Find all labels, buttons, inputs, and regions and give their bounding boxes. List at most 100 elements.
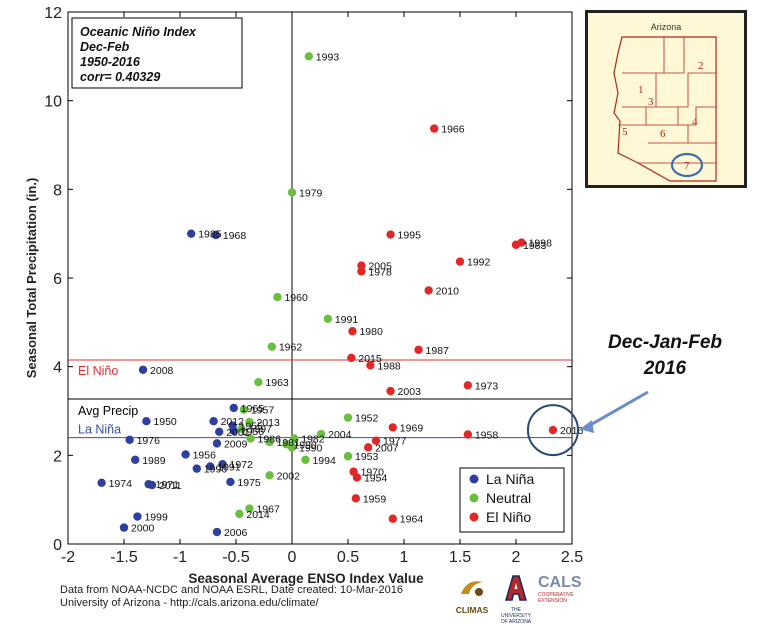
data-point	[347, 353, 356, 362]
data-point	[206, 462, 215, 471]
data-point	[348, 327, 357, 336]
data-point-label: 1960	[284, 292, 308, 304]
data-point-label: 1991	[335, 314, 359, 326]
callout-arrow-head	[579, 420, 594, 434]
data-point	[388, 423, 397, 432]
data-point	[424, 286, 433, 295]
data-point-label: 1995	[398, 230, 422, 242]
data-point	[235, 509, 244, 519]
data-point-label: 2012	[221, 416, 245, 428]
data-point-label: 1956	[193, 449, 217, 461]
data-point-label: 1988	[377, 360, 401, 372]
region-number-3: 3	[648, 96, 654, 108]
info-box-line: corr= 0.40329	[80, 70, 160, 84]
data-point	[212, 527, 222, 537]
data-point	[265, 471, 274, 480]
cals-sub-2: EXTENSION	[538, 598, 567, 604]
data-point-label: 1997	[249, 424, 273, 436]
data-point-label: 2014	[246, 509, 270, 521]
region-number-7: 7	[684, 160, 690, 172]
info-box: Oceanic Niño IndexDec-Feb1950-2016corr= …	[71, 17, 243, 89]
data-point-label: 2009	[224, 438, 248, 450]
reference-line-label: Avg Precip	[78, 404, 138, 418]
callout-arrow-shaft	[584, 390, 649, 430]
reference-line-label: La Niña	[78, 423, 121, 437]
arizona-inset-map: Arizona 1 2 3 4 5 6 7	[585, 10, 747, 188]
x-tick-label: 0	[288, 549, 297, 566]
callout-line-1: Dec-Jan-Feb	[607, 332, 723, 353]
data-point	[352, 473, 362, 482]
legend-entry: Neutral	[486, 490, 531, 506]
x-tick-label: 1	[400, 549, 409, 566]
arizona-outline	[613, 36, 717, 182]
data-point	[323, 314, 333, 323]
x-tick-label: -1	[173, 549, 187, 566]
climas-text: CLIMAS	[455, 605, 489, 615]
data-point-label: 1950	[153, 416, 177, 428]
data-point-label: 1978	[368, 266, 392, 278]
info-box-line: 1950-2016	[80, 55, 141, 69]
data-point-label: 2004	[328, 429, 352, 441]
data-point-label: 1963	[265, 377, 289, 389]
data-point-label: 1970	[361, 467, 385, 479]
data-point-label: 1994	[312, 455, 336, 467]
data-point	[463, 381, 473, 390]
data-point-label: 1953	[355, 451, 379, 463]
data-point	[192, 464, 201, 473]
climas-logo: CLIMAS	[452, 576, 492, 615]
data-point-label: 1998	[529, 238, 553, 250]
plot-area-frame	[67, 11, 573, 545]
data-point	[357, 267, 366, 276]
data-point-label: 1980	[359, 326, 383, 338]
data-point	[366, 361, 375, 370]
y-tick-label: 4	[53, 360, 62, 377]
data-point	[226, 477, 235, 487]
data-point	[138, 365, 148, 374]
climas-swirl-icon	[461, 581, 483, 596]
data-point-label: 2013	[256, 417, 280, 429]
data-point-label: 2011	[159, 480, 182, 492]
data-point	[133, 512, 142, 521]
footer: Data from NOAA-NCDC and NOAA ESRL, Date …	[60, 584, 403, 609]
footer-affiliation: University of Arizona - http://cals.ariz…	[60, 596, 319, 609]
y-tick-label: 2	[53, 448, 62, 465]
data-point-label: 1987	[426, 345, 450, 357]
data-point	[316, 429, 326, 439]
data-point-label: 1954	[364, 473, 388, 485]
data-point-label: 1989	[142, 455, 166, 467]
cals-logo: CALS COOPERATIVE EXTENSION	[538, 574, 592, 604]
data-point-label: 1966	[441, 124, 465, 136]
reference-lines: El Niño Avg Precip La Niña	[68, 359, 572, 439]
region-number-1: 1	[638, 84, 644, 96]
y-axis-label: Seasonal Total Precipitation (in.)	[24, 178, 39, 379]
data-point	[229, 403, 238, 413]
inset-map-title: Arizona	[650, 22, 682, 32]
region-borders	[618, 37, 716, 164]
legend-entry: La Niña	[486, 471, 534, 487]
data-point	[125, 435, 134, 445]
data-point	[455, 257, 465, 266]
data-point	[351, 494, 361, 503]
data-point-label: 2000	[131, 523, 155, 535]
data-point-label: 1990	[293, 439, 317, 451]
data-point-label: 1985	[198, 229, 222, 241]
data-point-label: 2016	[560, 425, 584, 437]
x-axis-label: Seasonal Average ENSO Index Value	[188, 571, 424, 586]
cals-text: CALS	[538, 574, 582, 591]
x-tick-label: 2	[512, 549, 521, 566]
y-tick-label: 12	[44, 5, 62, 22]
y-tick-label: 8	[53, 182, 62, 199]
data-point-label: 1991	[217, 461, 241, 473]
region-number-5: 5	[622, 126, 628, 138]
data-point	[181, 450, 190, 459]
info-box-line: Dec-Feb	[80, 40, 130, 54]
data-point	[254, 377, 263, 387]
data-point-label: 2003	[398, 386, 422, 398]
y-tick-label: 0	[53, 537, 62, 554]
x-tick-label: -0.5	[222, 549, 250, 566]
data-point-label: 1982	[301, 433, 325, 445]
data-point	[548, 425, 558, 435]
data-point	[265, 437, 274, 447]
